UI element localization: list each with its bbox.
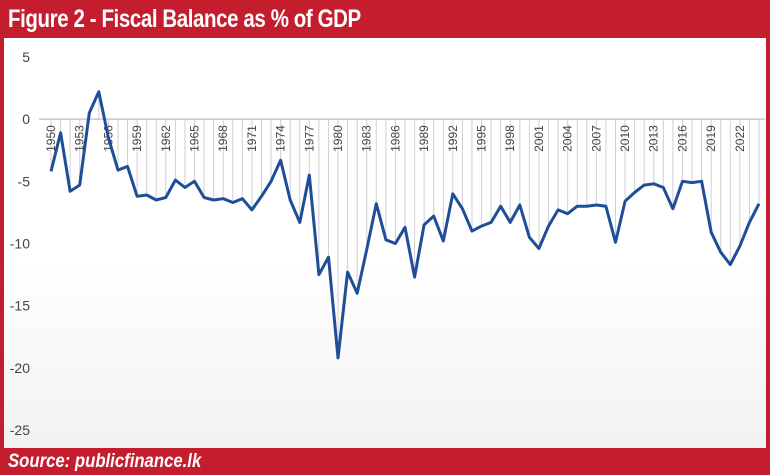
x-tick-label: 1986 <box>388 125 402 152</box>
x-tick-label: 2010 <box>618 125 632 152</box>
x-tick-label: 2013 <box>647 125 661 152</box>
x-tick-label: 1962 <box>159 125 173 152</box>
x-tick-label: 1992 <box>446 125 460 152</box>
x-axis: 1950 1953 1956 1959 1962 1965 1968 1971 1974 1977… <box>44 125 747 152</box>
x-tick-label: 2019 <box>704 125 718 152</box>
drop-lines <box>50 91 760 358</box>
x-tick-label: 1971 <box>245 125 259 152</box>
y-tick-label: -5 <box>18 173 31 189</box>
x-tick-label: 1968 <box>216 125 230 152</box>
x-tick-label: 2001 <box>532 125 546 152</box>
x-tick-label: 2022 <box>733 125 747 152</box>
source-text: Source: publicfinance.lk <box>8 451 202 472</box>
x-tick-label: 1950 <box>44 125 58 152</box>
x-tick-label: 1974 <box>274 125 288 152</box>
y-tick-label: -20 <box>10 360 30 376</box>
x-tick-label: 1977 <box>302 125 316 152</box>
y-tick-label: -10 <box>10 236 30 252</box>
x-tick-label: 2004 <box>561 125 575 152</box>
x-tick-label: 1995 <box>475 125 489 152</box>
figure-title-bar: Figure 2 - Fiscal Balance as % of GDP <box>0 0 770 38</box>
y-tick-label: -25 <box>10 422 30 438</box>
y-axis: 5 0 -5 -10 -15 -20 -25 <box>10 49 30 438</box>
figure-title: Figure 2 - Fiscal Balance as % of GDP <box>8 5 361 33</box>
x-tick-label: 1983 <box>360 125 374 152</box>
x-tick-label: 1959 <box>130 125 144 152</box>
x-tick-label: 1998 <box>503 125 517 152</box>
x-tick-label: 1965 <box>188 125 202 152</box>
series-line-fiscal-balance <box>49 90 761 360</box>
x-tick-label: 1980 <box>331 125 345 152</box>
y-tick-label: -15 <box>10 298 30 314</box>
x-tick-label: 2016 <box>675 125 689 152</box>
x-tick-label: 1989 <box>417 125 431 152</box>
x-tick-label: 1953 <box>73 125 87 152</box>
x-tick-label: 2007 <box>589 125 603 152</box>
y-tick-label: 0 <box>22 111 30 127</box>
source-bar: Source: publicfinance.lk <box>0 448 770 475</box>
y-tick-label: 5 <box>22 49 30 65</box>
